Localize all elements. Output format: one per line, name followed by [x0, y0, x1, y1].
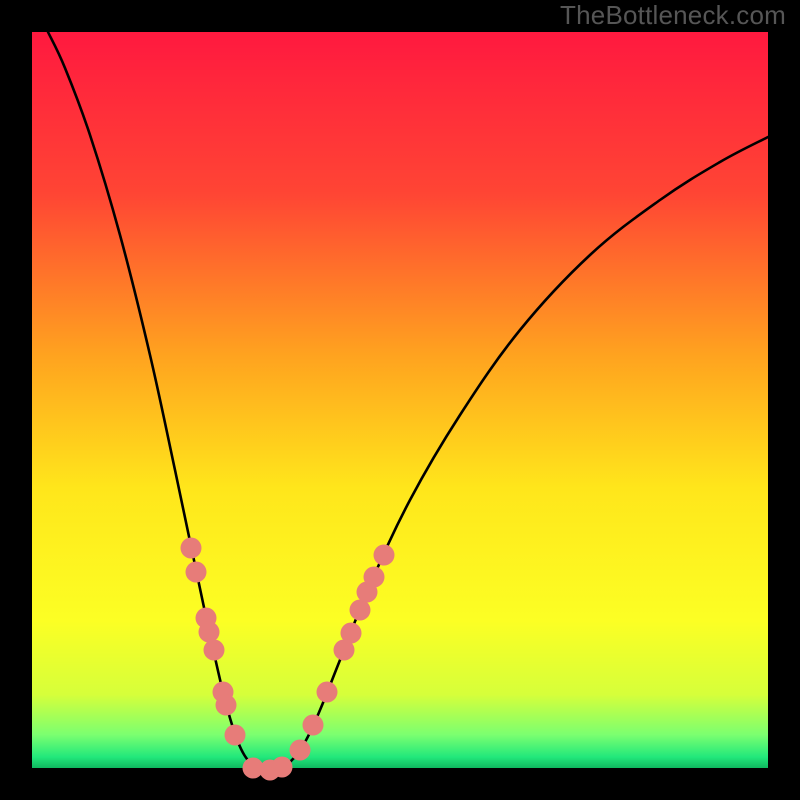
data-marker — [225, 725, 246, 746]
chart-stage: TheBottleneck.com — [0, 0, 800, 800]
data-marker — [350, 600, 371, 621]
data-marker — [204, 640, 225, 661]
data-marker — [290, 740, 311, 761]
data-marker — [199, 622, 220, 643]
data-marker — [303, 715, 324, 736]
data-marker — [186, 562, 207, 583]
data-marker — [181, 538, 202, 559]
data-marker — [364, 567, 385, 588]
plot-background — [32, 32, 768, 768]
data-marker — [374, 545, 395, 566]
data-marker — [341, 623, 362, 644]
watermark-text: TheBottleneck.com — [560, 0, 786, 31]
data-marker — [216, 695, 237, 716]
data-marker — [317, 682, 338, 703]
data-marker — [272, 757, 293, 778]
bottleneck-chart — [0, 0, 800, 800]
